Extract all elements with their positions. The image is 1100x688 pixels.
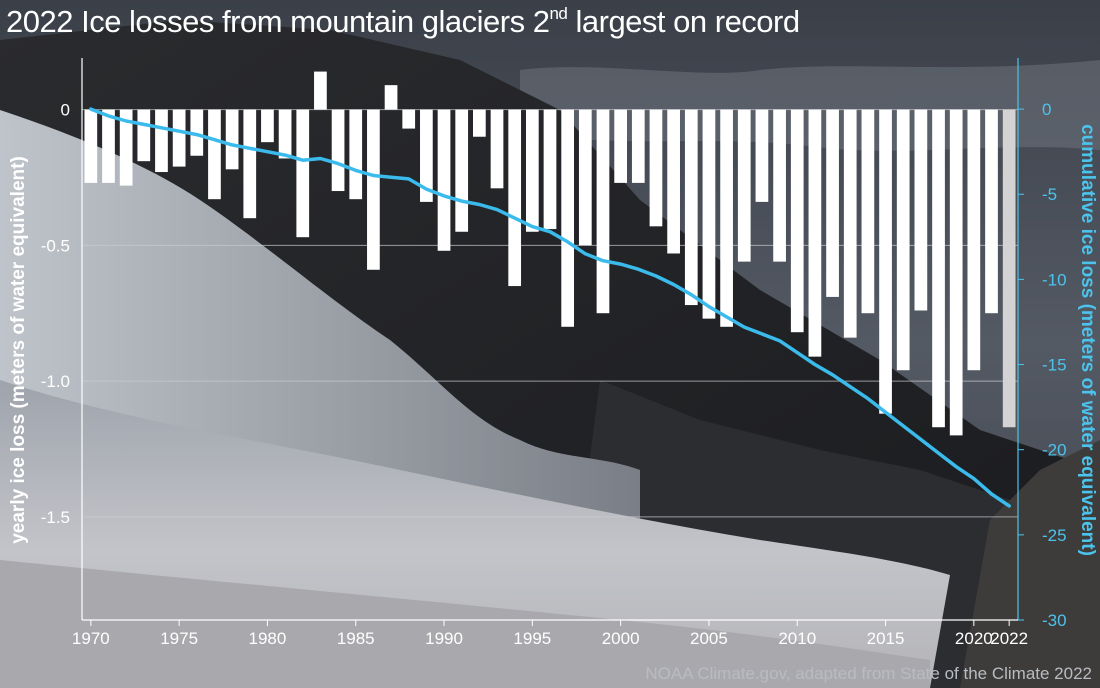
- chart-title: 2022 Ice losses from mountain glaciers 2…: [6, 4, 800, 39]
- bar-1985: [349, 109, 363, 200]
- y-axis-right-label: cumulative ice loss (meters of water equ…: [1077, 124, 1098, 556]
- bar-1986: [367, 109, 380, 270]
- y-left-tick-label: -1.0: [41, 372, 70, 391]
- bar-2008: [755, 109, 769, 202]
- bar-2019: [949, 109, 963, 436]
- bar-2021: [985, 109, 998, 314]
- x-tick-label: 2005: [690, 629, 728, 648]
- bar-1982: [296, 109, 310, 238]
- bar-2011: [808, 109, 822, 357]
- y-right-tick-label: 0: [1042, 100, 1051, 119]
- bar-1984: [331, 109, 345, 192]
- x-tick-label: 1975: [160, 629, 198, 648]
- bar-1997: [561, 109, 575, 327]
- bar-1981: [278, 109, 292, 159]
- bar-2002: [649, 109, 663, 227]
- y-right-tick-label: -5: [1042, 185, 1057, 204]
- bar-1978: [225, 109, 239, 170]
- x-tick-label: 1970: [72, 629, 110, 648]
- y-right-tick-label: -25: [1042, 526, 1067, 545]
- x-tick-label: 2020: [955, 629, 993, 648]
- y-left-tick-label: -0.5: [41, 236, 70, 255]
- bar-1995: [525, 109, 539, 232]
- bar-2000: [614, 109, 627, 183]
- cumulative-ice-loss-line-group: [89, 107, 1011, 508]
- x-tick-label: 2022: [990, 629, 1028, 648]
- yearly-ice-loss-bars: [84, 71, 1016, 436]
- bar-2014: [861, 109, 875, 314]
- bar-2005: [702, 109, 716, 319]
- bar-1989: [420, 109, 433, 202]
- bar-2018: [932, 109, 945, 428]
- bar-1992: [473, 109, 486, 137]
- y-left-tick-label: 0: [61, 101, 70, 120]
- bar-1980: [261, 109, 274, 143]
- bar-1975: [172, 109, 186, 167]
- bar-1972: [119, 109, 133, 186]
- axes: [81, 58, 1019, 621]
- bar-1977: [208, 109, 221, 200]
- bar-1988: [402, 109, 416, 129]
- bar-1973: [137, 109, 151, 162]
- y-right-tick-label: -15: [1042, 356, 1067, 375]
- x-tick-label: 2000: [602, 629, 640, 648]
- bar-2017: [914, 109, 928, 311]
- bar-2013: [843, 109, 857, 338]
- bar-1974: [155, 109, 168, 173]
- bar-2015: [879, 109, 892, 414]
- y-axis-left-label: yearly ice loss (meters of water equival…: [8, 156, 29, 544]
- x-tick-label: 1985: [337, 629, 375, 648]
- bar-1976: [190, 109, 204, 156]
- bar-2012: [826, 109, 839, 297]
- bar-1993: [490, 109, 504, 189]
- x-tick-label: 2015: [867, 629, 905, 648]
- bar-1970: [84, 109, 98, 183]
- bar-2016: [896, 109, 910, 371]
- bar-1994: [508, 109, 522, 287]
- bar-1987: [384, 85, 398, 110]
- bar-2007: [737, 109, 751, 262]
- x-tick-label: 1990: [425, 629, 463, 648]
- bar-2022: [1002, 109, 1016, 428]
- bar-1991: [455, 109, 469, 232]
- bar-1983: [314, 71, 327, 110]
- bar-2004: [684, 109, 698, 306]
- y-right-tick-label: -20: [1042, 441, 1067, 460]
- bar-2006: [720, 109, 733, 327]
- bar-2003: [667, 109, 680, 254]
- bar-2009: [773, 109, 786, 262]
- y-right-tick-label: -30: [1042, 611, 1067, 630]
- source-credit: NOAA Climate.gov, adapted from State of …: [645, 664, 1092, 683]
- bar-2020: [967, 109, 981, 371]
- bar-1998: [578, 109, 592, 246]
- x-tick-label: 1980: [249, 629, 287, 648]
- bar-1999: [596, 109, 610, 314]
- tick-labels: 0 -0.5 -1.0 -1.5 0 -5 -10 -15 -20 -25 -30 1970 1975 1…: [41, 100, 1067, 648]
- bar-1971: [102, 109, 115, 183]
- bar-1990: [437, 109, 451, 251]
- x-tick-label: 2010: [778, 629, 816, 648]
- y-left-tick-label: -1.5: [41, 508, 70, 527]
- bar-1996: [543, 109, 557, 230]
- bar-2001: [631, 109, 645, 183]
- bar-2010: [790, 109, 804, 333]
- y-right-tick-label: -10: [1042, 270, 1067, 289]
- bar-1979: [243, 109, 257, 219]
- cumulative-ice-loss-line: [89, 107, 1011, 508]
- x-tick-label: 1995: [513, 629, 551, 648]
